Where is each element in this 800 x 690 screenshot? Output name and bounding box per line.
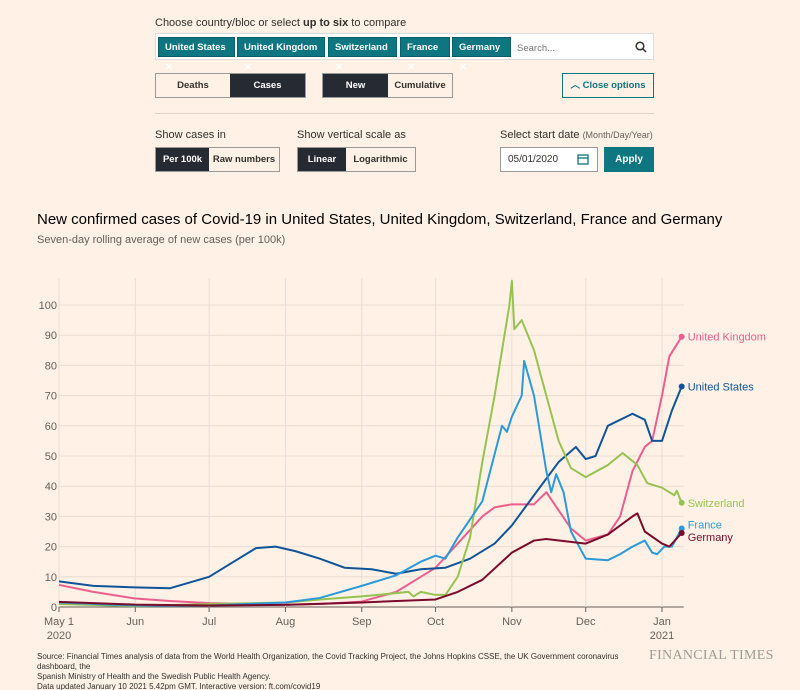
- series-label-united-kingdom: United Kingdom: [688, 332, 766, 344]
- y-tick-label: 30: [45, 511, 57, 523]
- x-tick-label: May 1: [44, 616, 74, 628]
- label-bold: up to six: [302, 17, 349, 29]
- label-prefix: Choose country/bloc or select: [155, 17, 303, 29]
- series-line-united-kingdom: [58, 336, 683, 606]
- series-line-united-states: [58, 386, 683, 590]
- end-point-united-states: [678, 383, 685, 390]
- y-tick-label: 50: [45, 451, 57, 463]
- new-button[interactable]: New: [323, 74, 388, 97]
- linear-button[interactable]: Linear: [298, 148, 346, 171]
- end-point-germany: [678, 530, 685, 537]
- calendar-icon[interactable]: [577, 153, 589, 165]
- scale-label: Show vertical scale as: [297, 129, 406, 141]
- end-point-united-kingdom: [678, 333, 685, 340]
- x-tick-label-year: 2021: [650, 630, 674, 640]
- end-point-switzerland: [678, 499, 685, 506]
- mode-toggle: New Cumulative: [322, 73, 453, 98]
- tag-label: Germany: [459, 42, 501, 53]
- divider: [155, 113, 654, 114]
- tag-united-states[interactable]: United States ✕: [158, 37, 235, 73]
- close-options-label: Close options: [582, 80, 646, 91]
- start-date-input[interactable]: 05/01/2020: [500, 147, 598, 172]
- series-label-france: France: [688, 519, 722, 531]
- series-line-france: [58, 359, 683, 607]
- date-label-text: Select start date: [500, 129, 580, 141]
- y-tick-label: 0: [51, 602, 57, 614]
- raw-numbers-button[interactable]: Raw numbers: [209, 148, 279, 171]
- tag-switzerland[interactable]: Switzerland ✕: [328, 37, 397, 73]
- source-line-1: Source: Financial Times analysis of data…: [37, 652, 619, 671]
- y-tick-label: 40: [45, 481, 57, 493]
- x-tick-label: Jun: [126, 616, 144, 628]
- x-tick-label: Oct: [427, 616, 444, 628]
- chart-subtitle: Seven-day rolling average of new cases (…: [37, 234, 286, 246]
- apply-button[interactable]: Apply: [604, 147, 654, 172]
- series-line-switzerland: [58, 279, 683, 608]
- tag-united-kingdom[interactable]: United Kingdom ✕: [237, 37, 325, 73]
- y-tick-label: 60: [45, 421, 57, 433]
- logarithmic-button[interactable]: Logarithmic: [346, 148, 415, 171]
- end-point-france: [678, 525, 685, 532]
- y-tick-label: 90: [45, 330, 57, 342]
- cases-button[interactable]: Cases: [230, 74, 305, 97]
- y-tick-label: 70: [45, 391, 57, 403]
- chart-title: New confirmed cases of Covid-19 in Unite…: [37, 211, 723, 228]
- y-tick-label: 20: [45, 542, 57, 554]
- chevron-up-icon: ︿: [570, 80, 581, 91]
- x-tick-label: Nov: [502, 616, 522, 628]
- tag-germany[interactable]: Germany ✕: [452, 37, 511, 73]
- source-line-2: Spanish Ministry of Health and the Swedi…: [37, 672, 271, 681]
- tag-france[interactable]: France ✕: [400, 37, 450, 73]
- label-suffix: to compare: [348, 17, 407, 29]
- ft-logo: FINANCIAL TIMES: [649, 648, 774, 663]
- close-options-button[interactable]: ︿ Close options: [562, 73, 654, 98]
- search-input[interactable]: [515, 37, 629, 59]
- tag-label: France: [407, 42, 439, 53]
- x-tick-label-year: 2020: [47, 630, 71, 640]
- source-line-3: Data updated January 10 2021 5.42pm GMT.…: [37, 682, 321, 690]
- per-100k-button[interactable]: Per 100k: [156, 148, 209, 171]
- series-label-united-states: United States: [688, 382, 755, 394]
- y-tick-label: 10: [45, 572, 57, 584]
- x-tick-label: Dec: [576, 616, 596, 628]
- series-label-switzerland: Switzerland: [688, 498, 745, 510]
- series-label-germany: Germany: [688, 532, 734, 544]
- x-tick-label: Jan: [653, 616, 671, 628]
- x-tick-label: Aug: [276, 616, 296, 628]
- tag-label: United Kingdom: [244, 42, 318, 53]
- tag-label: United States: [165, 42, 226, 53]
- series-line-germany: [58, 512, 683, 607]
- date-value: 05/01/2020: [508, 154, 559, 165]
- x-tick-label: Jul: [202, 616, 216, 628]
- y-tick-label: 100: [39, 300, 57, 312]
- date-hint: (Month/Day/Year): [582, 130, 653, 140]
- search-icon[interactable]: [635, 41, 647, 53]
- country-select-label: Choose country/bloc or select up to six …: [155, 17, 406, 29]
- x-tick-label: Sep: [352, 616, 372, 628]
- y-tick-label: 80: [45, 360, 57, 372]
- show-in-label: Show cases in: [155, 129, 226, 141]
- tag-label: Switzerland: [335, 42, 388, 53]
- source-note: Source: Financial Times analysis of data…: [37, 652, 637, 690]
- scale-toggle: Linear Logarithmic: [297, 147, 416, 172]
- line-chart: 0 10 20 30 40 50 60 70 80 90 100 May 1 2020 Jun Jul Aug…: [39, 278, 766, 640]
- deaths-button[interactable]: Deaths: [156, 74, 230, 97]
- cumulative-button[interactable]: Cumulative: [388, 74, 452, 97]
- units-toggle: Per 100k Raw numbers: [155, 147, 280, 172]
- measure-toggle: Deaths Cases: [155, 73, 306, 98]
- date-label: Select start date (Month/Day/Year): [500, 129, 653, 141]
